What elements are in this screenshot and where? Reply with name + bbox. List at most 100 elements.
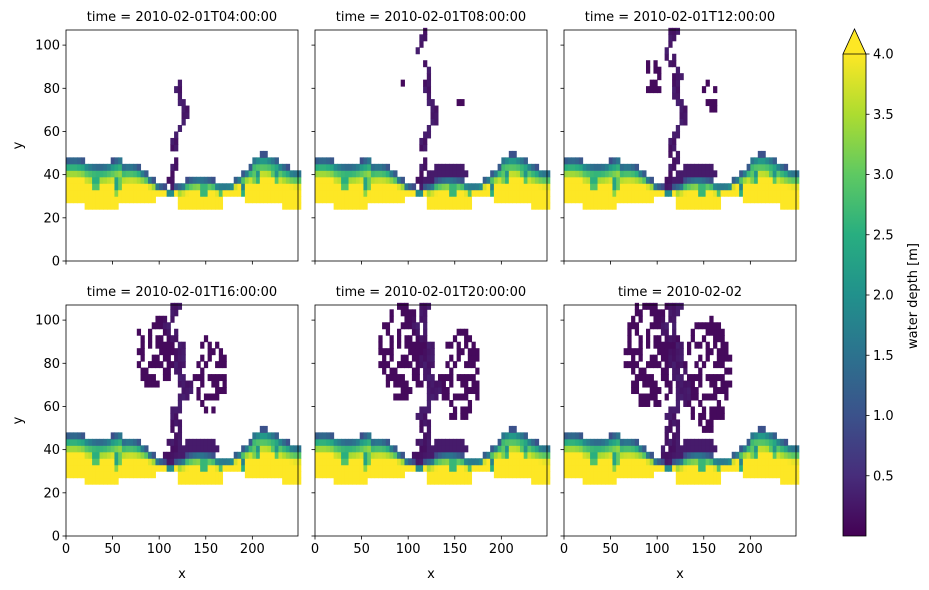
heatmap-cell <box>177 438 183 446</box>
heatmap-cell <box>612 471 617 479</box>
heatmap-cell <box>337 445 342 453</box>
heatmap-cell <box>542 464 547 472</box>
heatmap-cell <box>434 387 439 395</box>
heatmap-cell <box>482 176 487 184</box>
heatmap-cell <box>634 471 640 479</box>
heatmap-cell <box>181 112 186 120</box>
heatmap-cell <box>423 464 428 472</box>
heatmap-cell <box>88 464 93 472</box>
heatmap-cell <box>188 464 194 472</box>
heatmap-cell <box>159 322 164 330</box>
heatmap-cell <box>627 438 632 446</box>
heatmap-cell <box>177 367 183 375</box>
heatmap-cell <box>114 477 119 485</box>
heatmap-cell <box>564 163 569 171</box>
heatmap-cell <box>464 328 469 336</box>
heatmap-cell <box>218 477 224 485</box>
heatmap-cell <box>177 348 183 356</box>
heatmap-cell <box>456 202 461 210</box>
heatmap-cell <box>437 458 443 466</box>
heatmap-cell <box>363 451 368 459</box>
heatmap-cell <box>701 445 707 453</box>
heatmap-cell <box>605 170 610 178</box>
heatmap-cell <box>318 176 323 184</box>
heatmap-cell <box>698 471 703 479</box>
heatmap-cell <box>170 341 175 349</box>
heatmap-cell <box>430 464 435 472</box>
heatmap-cell <box>66 183 71 191</box>
heatmap-cell <box>787 477 792 485</box>
heatmap-cell <box>649 189 654 197</box>
heatmap-cell <box>709 406 714 414</box>
heatmap-cell <box>196 445 201 453</box>
heatmap-cell <box>709 105 714 113</box>
heatmap-cell <box>378 458 383 466</box>
heatmap-cell <box>170 419 175 427</box>
heatmap-cell <box>672 464 677 472</box>
heatmap-cell <box>114 189 119 197</box>
heatmap-cell <box>211 374 216 382</box>
heatmap-cell <box>546 477 551 485</box>
heatmap-cell <box>396 393 402 401</box>
heatmap-cell <box>564 464 569 472</box>
heatmap-cell <box>196 176 201 184</box>
heatmap-cell <box>370 163 376 171</box>
heatmap-cell <box>441 380 446 388</box>
heatmap-cell <box>765 163 770 171</box>
heatmap-cell <box>382 458 387 466</box>
heatmap-cell <box>698 445 703 453</box>
heatmap-cell <box>768 183 774 191</box>
heatmap-cell <box>196 189 201 197</box>
heatmap-cell <box>582 170 587 178</box>
heatmap-cell <box>657 315 662 323</box>
heatmap-cell <box>136 163 142 171</box>
heatmap-cell <box>274 464 279 472</box>
heatmap-cell <box>445 176 450 184</box>
heatmap-cell <box>638 315 643 323</box>
heatmap-cell <box>567 471 572 479</box>
heatmap-cell <box>423 432 428 440</box>
heatmap-cell <box>612 438 617 446</box>
heatmap-cell <box>713 361 718 369</box>
heatmap-cell <box>155 322 160 330</box>
heatmap-cell <box>297 183 302 191</box>
heatmap-cell <box>293 445 298 453</box>
heatmap-cell <box>534 477 540 485</box>
heatmap-cell <box>107 451 112 459</box>
heatmap-cell <box>534 163 540 171</box>
heatmap-cell <box>437 471 443 479</box>
heatmap-cell <box>363 170 368 178</box>
heatmap-cell <box>467 477 473 485</box>
heatmap-cell <box>701 335 707 343</box>
heatmap-cell <box>686 189 692 197</box>
heatmap-cell <box>170 451 175 459</box>
heatmap-cell <box>136 438 142 446</box>
heatmap-cell <box>649 196 654 204</box>
heatmap-cell <box>705 196 710 204</box>
heatmap-cell <box>571 176 576 184</box>
heatmap-cell <box>601 170 606 178</box>
heatmap-cell <box>329 196 335 204</box>
heatmap-cell <box>151 183 156 191</box>
heatmap-cell <box>467 458 473 466</box>
heatmap-cell <box>441 477 446 485</box>
heatmap-cell <box>181 202 186 210</box>
heatmap-cell <box>452 163 458 171</box>
heatmap-cell <box>709 393 714 401</box>
heatmap-cell <box>322 451 327 459</box>
heatmap-cell <box>263 458 268 466</box>
heatmap-cell <box>77 170 82 178</box>
heatmap-cell <box>99 183 104 191</box>
heatmap-cell <box>419 189 424 197</box>
heatmap-cell <box>720 354 725 362</box>
heatmap-cell <box>750 196 755 204</box>
heatmap-cell <box>285 163 291 171</box>
heatmap-cell <box>761 196 766 204</box>
heatmap-cell <box>716 328 722 336</box>
heatmap-cell <box>77 438 82 446</box>
heatmap-cell <box>664 53 669 61</box>
heatmap-cell <box>653 354 658 362</box>
heatmap-cell <box>675 393 681 401</box>
heatmap-cell <box>523 451 528 459</box>
heatmap-cell <box>449 438 454 446</box>
